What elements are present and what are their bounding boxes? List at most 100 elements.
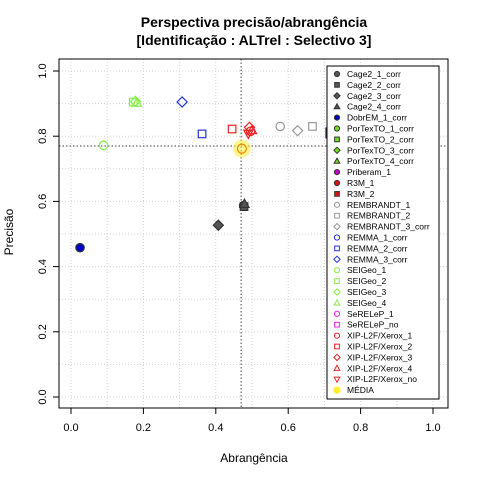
y-axis-label: Precisão — [2, 208, 16, 255]
legend-label: XIP-L2F/Xerox_1 — [347, 331, 412, 341]
legend-label: REMBRANDT_2 — [347, 211, 411, 221]
legend-label: XIP-L2F/Xerox_no — [347, 374, 417, 384]
legend-marker — [334, 136, 340, 143]
y-axis: 0.0 0.2 0.4 0.6 0.8 1.0 — [37, 63, 59, 405]
data-point — [131, 96, 143, 107]
legend-marker — [333, 267, 341, 274]
legend-marker — [333, 179, 341, 187]
data-point — [98, 140, 109, 151]
legend-label: SeRELeP_1 — [347, 309, 394, 319]
legend-marker — [333, 353, 341, 362]
legend-label: REMMA_2_corr — [347, 243, 408, 253]
legend-label: SEIGeo_2 — [347, 276, 386, 286]
legend-label: PorTexTO_4_corr — [347, 156, 414, 166]
legend-marker — [334, 82, 340, 88]
legend-marker — [334, 191, 340, 197]
data-point — [236, 143, 247, 154]
data-point — [291, 124, 304, 137]
legend-marker — [334, 321, 340, 328]
x-tick-label: 0.4 — [208, 422, 223, 434]
data-point — [227, 124, 237, 134]
data-point — [197, 129, 207, 139]
legend-label: R3M_2 — [347, 189, 375, 199]
legend-label: R3M_1 — [347, 178, 375, 188]
data-point — [242, 129, 255, 140]
chart-subtitle: [Identificação : ALTrel : Selectivo 3] — [137, 32, 372, 48]
legend-marker — [333, 386, 341, 394]
data-point — [308, 122, 317, 131]
legend-label: XIP-L2F/Xerox_3 — [347, 352, 412, 362]
legend-marker — [333, 234, 341, 241]
legend-marker — [333, 332, 341, 339]
x-tick-label: 0.2 — [136, 422, 151, 434]
x-axis: 0.0 0.2 0.4 0.6 0.8 1.0 — [63, 408, 441, 434]
legend-marker — [334, 212, 340, 219]
reference-lines — [59, 59, 448, 408]
legend-marker — [333, 201, 341, 208]
legend-marker — [333, 125, 341, 132]
y-tick-label: 0.8 — [37, 129, 49, 144]
legend-marker — [333, 70, 341, 78]
legend-marker — [333, 310, 341, 317]
legend-marker — [333, 157, 341, 164]
legend-label: PorTexTO_3_corr — [347, 145, 414, 155]
legend-marker — [333, 169, 341, 176]
legend-marker — [333, 102, 341, 110]
legend-label: Priberam_1 — [347, 167, 391, 177]
legend-label: SEIGeo_1 — [347, 265, 386, 275]
data-point — [212, 219, 225, 232]
legend-label: MÉDIA — [347, 385, 374, 395]
legend-label: Cage2_3_corr — [347, 91, 401, 101]
x-tick-label: 0.0 — [63, 422, 78, 434]
legend-label: Cage2_4_corr — [347, 102, 401, 112]
legend-label: SEIGeo_4 — [347, 298, 386, 308]
legend-marker — [333, 364, 341, 371]
legend-marker — [333, 114, 341, 121]
legend-marker — [334, 343, 340, 350]
y-tick-label: 0.2 — [37, 324, 49, 339]
x-axis-label: Abrangência — [220, 451, 288, 465]
legend-label: PorTexTO_1_corr — [347, 124, 414, 134]
legend-label: Cage2_2_corr — [347, 80, 401, 90]
data-point — [75, 242, 85, 253]
data-point — [238, 197, 251, 208]
legend-marker — [333, 255, 341, 264]
y-tick-label: 0.0 — [37, 389, 49, 404]
legend-label: REMBRANDT_1 — [347, 200, 411, 210]
legend-label: DobrEM_1_corr — [347, 113, 407, 123]
y-tick-label: 1.0 — [37, 63, 49, 78]
plot-frame — [58, 58, 449, 409]
legend-marker — [333, 288, 341, 296]
legend-label: REMMA_3_corr — [347, 254, 408, 264]
x-tick-label: 0.6 — [281, 422, 296, 434]
legend-marker — [334, 278, 340, 284]
legend-marker — [333, 298, 341, 306]
data-points — [75, 95, 337, 253]
data-point — [275, 121, 286, 132]
legend: Cage2_1_corrCage2_2_corrCage2_3_corrCage… — [326, 65, 440, 400]
data-point — [246, 124, 258, 135]
legend-label: XIP-L2F/Xerox_2 — [347, 342, 412, 352]
legend-label: Cage2_1_corr — [347, 69, 401, 79]
data-point — [176, 96, 189, 108]
legend-marker — [334, 245, 340, 252]
legend-label: REMMA_1_corr — [347, 233, 408, 243]
legend-box — [326, 65, 440, 400]
legend-label: PorTexTO_2_corr — [347, 134, 414, 144]
legend-label: SeRELeP_no — [347, 320, 399, 330]
x-tick-label: 0.8 — [353, 422, 368, 434]
legend-label: XIP-L2F/Xerox_4 — [347, 363, 412, 373]
x-tick-label: 1.0 — [425, 422, 440, 434]
chart-title: Perspectiva precisão/abrangência — [141, 14, 368, 30]
y-tick-label: 0.4 — [37, 259, 49, 274]
data-point — [243, 121, 256, 134]
y-tick-label: 0.6 — [37, 194, 49, 209]
legend-marker — [333, 91, 341, 100]
legend-marker — [333, 146, 341, 155]
legend-label: REMBRANDT_3_corr — [347, 222, 430, 232]
legend-marker — [333, 376, 341, 384]
legend-label: SEIGeo_3 — [347, 287, 386, 297]
mean-highlight — [232, 139, 251, 158]
legend-marker — [333, 222, 341, 231]
